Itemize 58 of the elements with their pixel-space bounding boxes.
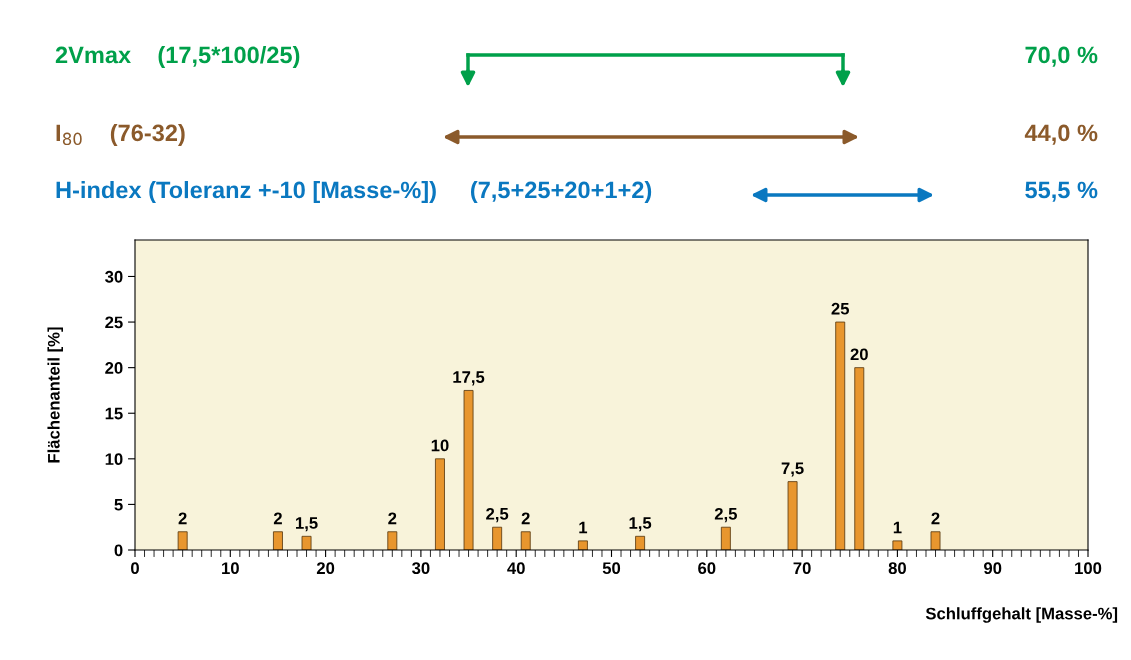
x-tick-label: 10 <box>222 562 239 575</box>
data-label: 2 <box>931 512 940 525</box>
y-tick-label: 0 <box>114 544 123 557</box>
text: 44,0 % <box>1024 124 1098 145</box>
x-tick-label: 30 <box>412 562 430 575</box>
bar <box>930 531 941 550</box>
data-label: 1,5 <box>296 517 318 532</box>
y-tick-label: 20 <box>105 362 123 374</box>
y-tick-label: 25 <box>105 316 123 329</box>
data-label: 17,5 <box>453 371 485 386</box>
data-label: 20 <box>850 348 868 361</box>
x-tick-label: 80 <box>888 562 906 575</box>
bar <box>892 540 903 550</box>
bar <box>720 526 731 550</box>
bar <box>854 367 865 550</box>
x-tick-label: 100 <box>1075 562 1102 575</box>
text: I$_{80}$ (76-32) <box>56 123 185 146</box>
data-label: 10 <box>431 439 449 452</box>
bar <box>463 390 474 550</box>
data-label: 2 <box>521 512 530 525</box>
text: 55,5 % <box>1025 181 1098 202</box>
bar <box>435 458 445 550</box>
x-tick-label: 20 <box>316 562 335 575</box>
bar <box>520 531 531 550</box>
data-label: 2,5 <box>714 507 737 523</box>
bar <box>577 540 588 550</box>
data-label: 2 <box>273 512 282 525</box>
data-label: 1 <box>579 521 588 534</box>
bar <box>301 535 312 550</box>
y-tick-label: 5 <box>114 498 123 511</box>
x-tick-label: 0 <box>131 562 139 575</box>
x-tick-label: 50 <box>602 562 621 575</box>
y-axis-title: Flächenanteil [%] <box>47 327 63 463</box>
data-label: 1 <box>893 521 902 534</box>
data-label: 25 <box>831 302 850 315</box>
data-label: 2,5 <box>486 507 509 523</box>
y-tick-label: 30 <box>105 270 123 283</box>
bar <box>177 531 188 550</box>
bar <box>387 531 398 550</box>
data-label: 1,5 <box>629 517 652 532</box>
x-tick-label: 70 <box>793 562 811 575</box>
bar <box>492 526 503 550</box>
bar <box>273 531 283 550</box>
x-axis-title: Schluffgehalt [Masse-%] <box>925 607 1118 623</box>
bar <box>835 321 846 550</box>
x-tick-label: 60 <box>698 562 716 575</box>
y-tick-label: 10 <box>105 453 123 466</box>
x-tick-label: 40 <box>507 562 525 575</box>
x-tick-label: 90 <box>984 562 1002 575</box>
data-label: 2 <box>388 512 397 525</box>
y-tick-label: 15 <box>105 407 123 420</box>
data-label: 2 <box>178 512 187 525</box>
text: H-index (Toleranz +-10 [Masse-%]) (7,5+25+20+1+2) <box>56 181 652 203</box>
bar <box>787 481 798 550</box>
bar <box>635 535 646 550</box>
text: 2Vmax (17,5*100/25) <box>55 46 300 68</box>
text: 70,0 % <box>1025 46 1098 67</box>
data-label: 7,5 <box>781 462 804 477</box>
